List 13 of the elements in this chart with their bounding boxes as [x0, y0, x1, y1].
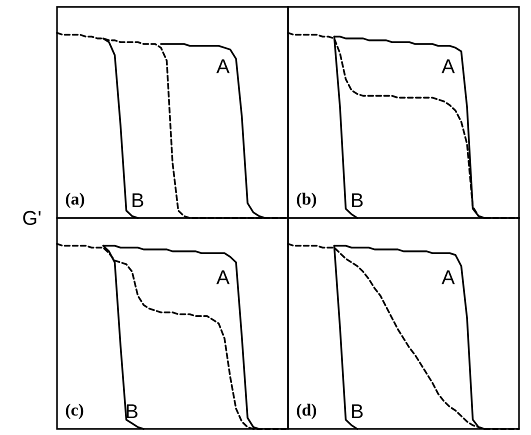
annotation: (d)	[296, 404, 316, 420]
annotation: (b)	[296, 192, 316, 208]
series-label: A	[216, 59, 230, 74]
y-axis-title: G'	[23, 210, 40, 226]
annotation: (c)	[66, 404, 84, 420]
series-label: A	[216, 270, 230, 284]
series-label: A	[442, 59, 455, 74]
series-label: B	[126, 404, 138, 418]
series-label: A	[442, 270, 455, 284]
series-label: B	[352, 404, 363, 418]
series-label: B	[132, 193, 144, 208]
series-label: B	[352, 193, 363, 208]
annotation: (a)	[66, 192, 84, 208]
